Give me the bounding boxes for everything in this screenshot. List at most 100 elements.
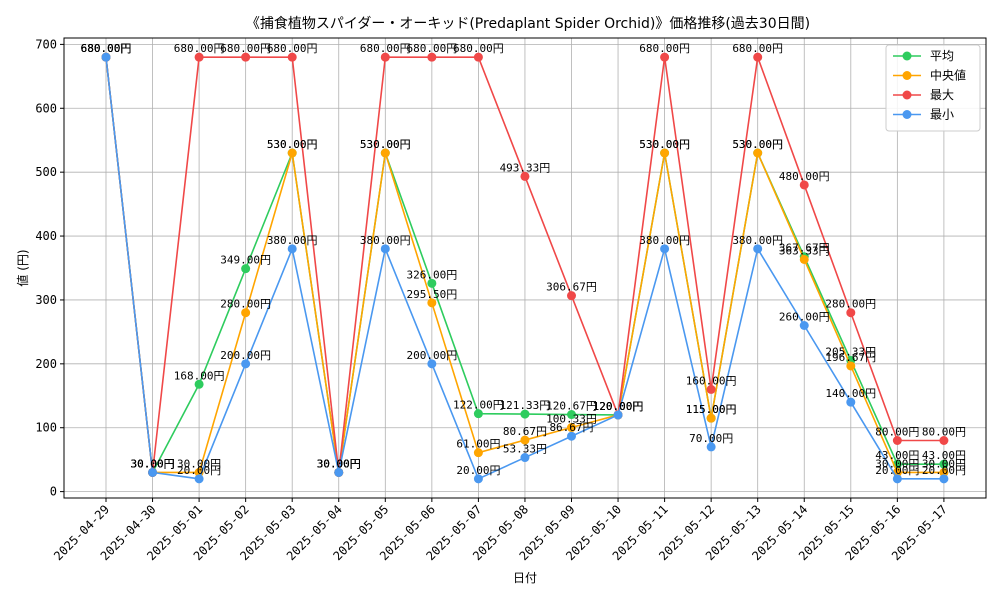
data-label: 380.00円: [639, 234, 690, 247]
legend-swatch-marker: [902, 110, 912, 119]
series-0-point: [427, 278, 437, 288]
data-label: 530.00円: [267, 138, 318, 151]
data-label: 680.00円: [81, 42, 132, 55]
data-label: 680.00円: [406, 42, 457, 55]
y-tick-label: 100: [35, 421, 57, 435]
data-label: 680.00円: [267, 42, 318, 55]
data-label: 43.00円: [875, 449, 919, 462]
y-axis: 0 100 200 300 400 500 600 700: [35, 37, 64, 499]
series-3-point: [101, 52, 111, 62]
data-label: 30.00円: [130, 457, 174, 470]
data-label: 349.00円: [220, 254, 271, 267]
data-label: 122.00円: [453, 399, 504, 412]
data-label: 480.00円: [779, 170, 830, 183]
series-2-point: [427, 52, 437, 62]
legend-label: 平均: [930, 49, 954, 63]
series-2-point: [473, 52, 483, 62]
data-label: 115.00円: [686, 403, 737, 416]
series-3-point: [567, 431, 576, 441]
data-label: 367.67円: [779, 242, 830, 255]
legend-swatch-marker: [902, 90, 912, 100]
series-1-point: [520, 435, 530, 445]
series-1-point: [660, 148, 670, 158]
series-2-point: [380, 52, 390, 62]
data-label: 493.33円: [500, 161, 551, 174]
data-label: 680.00円: [81, 42, 132, 55]
data-label: 30.00円: [317, 457, 361, 470]
data-label: 100.33円: [546, 413, 597, 426]
data-label: 120.00円: [593, 400, 644, 413]
data-label: 30.00円: [130, 457, 174, 470]
data-label: 680.00円: [732, 42, 783, 55]
series-1-point: [846, 361, 856, 371]
series-3-point: [706, 442, 716, 452]
data-label: 30.00円: [177, 457, 221, 470]
series-3-point: [380, 244, 390, 254]
data-label: 120.00円: [593, 400, 644, 413]
y-tick-label: 700: [35, 37, 57, 51]
data-label: 70.00円: [689, 432, 733, 445]
data-label: 260.00円: [779, 311, 830, 324]
data-label: 120.00円: [593, 400, 644, 413]
series-0-point: [939, 459, 949, 469]
data-label: 295.50円: [406, 288, 457, 301]
y-axis-label: 値 (円): [15, 249, 30, 286]
data-labels: 680.00円 30.00円 168.00円 349.00円 530.00円 30.00円…: [81, 42, 966, 477]
series-2-point: [520, 171, 530, 181]
data-label: 280.00円: [220, 298, 271, 311]
series-1-point: [753, 148, 763, 158]
data-label: 680.00円: [81, 42, 132, 55]
data-label: 86.67円: [549, 421, 593, 434]
series-1-point: [287, 148, 297, 158]
series-1-point: [706, 413, 716, 423]
data-label: 30.00円: [317, 457, 361, 470]
legend-label: 中央値: [930, 68, 966, 83]
y-tick-label: 300: [35, 293, 57, 307]
series-3-point: [241, 359, 251, 369]
data-label: 205.33円: [825, 345, 876, 358]
data-label: 120.67円: [546, 400, 597, 413]
series-1-point: [799, 254, 809, 264]
data-label: 380.00円: [360, 234, 411, 247]
series-2-point: [241, 52, 251, 62]
data-label: 20.00円: [456, 464, 500, 477]
series: [101, 52, 949, 484]
data-label: 80.67円: [503, 425, 547, 438]
series-0-point: [567, 410, 576, 420]
data-label: 61.00円: [456, 438, 500, 451]
data-label: 30.00円: [130, 457, 174, 470]
y-tick-label: 200: [35, 357, 57, 371]
series-2-point: [287, 52, 297, 62]
series-3-point: [753, 244, 763, 254]
data-label: 326.00円: [406, 268, 457, 281]
data-label: 200.00円: [406, 349, 457, 362]
series-2-point: [194, 52, 204, 62]
legend-swatch-marker: [902, 71, 912, 80]
series-1-point: [473, 448, 483, 458]
series-1-point: [380, 148, 390, 158]
y-tick-label: 0: [50, 485, 57, 499]
data-label: 30.00円: [317, 457, 361, 470]
series-3-point: [613, 410, 623, 420]
series-2-point: [567, 291, 576, 301]
legend-label: 最大: [930, 88, 954, 102]
series-3-point: [660, 244, 670, 254]
data-label: 306.67円: [546, 281, 597, 294]
series-3-point: [520, 453, 530, 463]
data-label: 530.00円: [732, 138, 783, 151]
data-label: 363.33円: [779, 244, 830, 257]
series-0-point: [473, 409, 483, 419]
series-3-point: [799, 321, 809, 330]
data-label: 115.00円: [686, 403, 737, 416]
series-1-point: [241, 308, 251, 318]
legend-box: [885, 44, 981, 132]
series-3-point: [892, 474, 902, 484]
series-1-point: [939, 467, 949, 477]
data-label: 530.00円: [732, 138, 783, 151]
data-label: 380.00円: [267, 234, 318, 247]
data-label: 120.00円: [593, 400, 644, 413]
data-label: 30.00円: [317, 457, 361, 470]
data-label: 20.00円: [177, 464, 221, 477]
series-2-point: [846, 308, 856, 318]
